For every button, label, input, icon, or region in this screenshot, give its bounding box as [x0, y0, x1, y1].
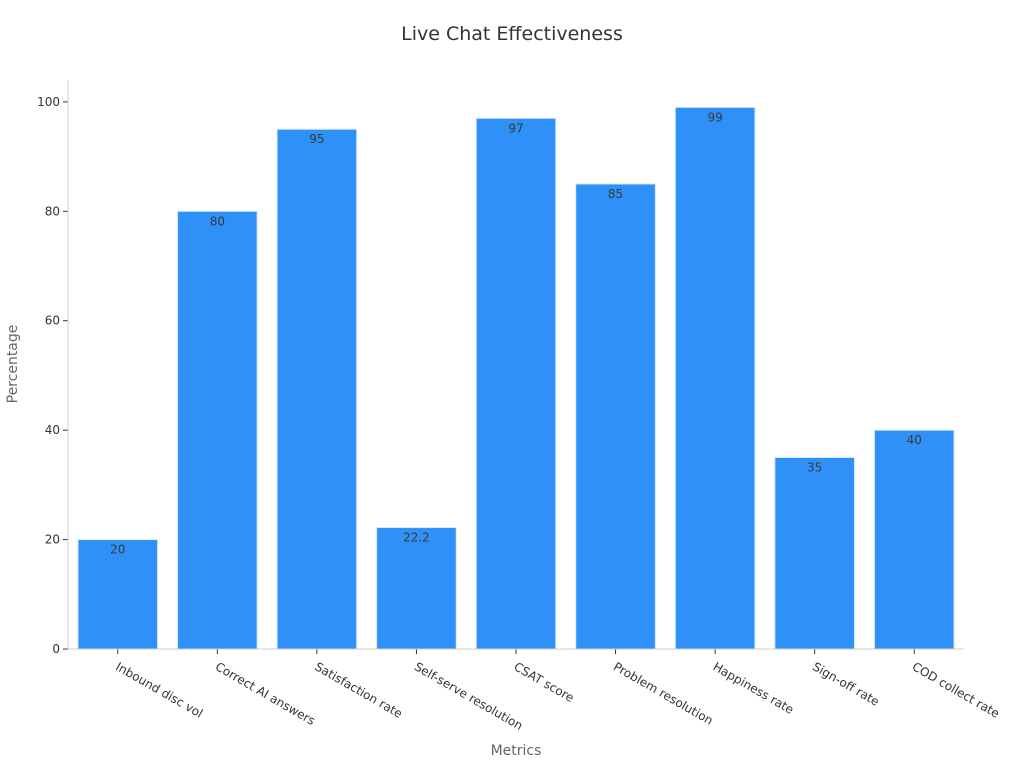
x-tick-label: CSAT score [512, 659, 577, 705]
data-label: 20 [110, 543, 125, 557]
data-label: 80 [210, 214, 225, 228]
bar [575, 183, 656, 650]
y-tick-label: 40 [45, 423, 60, 437]
y-axis: 0 20 40 60 80 100 [37, 95, 68, 656]
bar [873, 429, 955, 650]
data-label: 95 [309, 132, 324, 146]
x-tick-label: Inbound disc vol [113, 659, 205, 720]
data-label: 97 [508, 121, 523, 135]
data-label: 40 [907, 433, 922, 447]
bar [475, 117, 557, 650]
data-label: 85 [608, 187, 623, 201]
x-axis-label: Metrics [491, 743, 542, 759]
data-label: 99 [707, 110, 722, 124]
x-tick-label: Satisfaction rate [312, 659, 404, 720]
x-tick-label: Sign-off rate [810, 659, 882, 708]
bar [177, 210, 258, 650]
x-tick-label: Problem resolution [611, 659, 715, 727]
chart-title: Live Chat Effectiveness [401, 23, 623, 45]
bar [674, 106, 756, 650]
y-tick-label: 100 [37, 95, 60, 109]
bars-group: 20 80 95 22.2 97 85 99 35 40 [77, 106, 955, 650]
y-axis-label: Percentage [5, 325, 21, 404]
bar [276, 128, 358, 650]
x-tick-label: Self-serve resolution [412, 659, 525, 732]
data-label: 35 [807, 461, 822, 475]
y-tick-label: 0 [52, 642, 60, 656]
bar [376, 527, 457, 650]
y-tick-label: 60 [45, 314, 60, 328]
x-axis: Inbound disc vol Correct AI answersSatisf… [113, 649, 1002, 733]
x-tick-label: Correct AI answers [213, 659, 318, 728]
x-tick-label: Happiness rate [711, 659, 796, 716]
x-tick-label: COD collect rate [910, 659, 1002, 720]
data-label: 22.2 [403, 531, 430, 545]
y-tick-label: 80 [45, 204, 60, 218]
y-tick-label: 20 [45, 533, 60, 547]
bar [774, 457, 855, 650]
